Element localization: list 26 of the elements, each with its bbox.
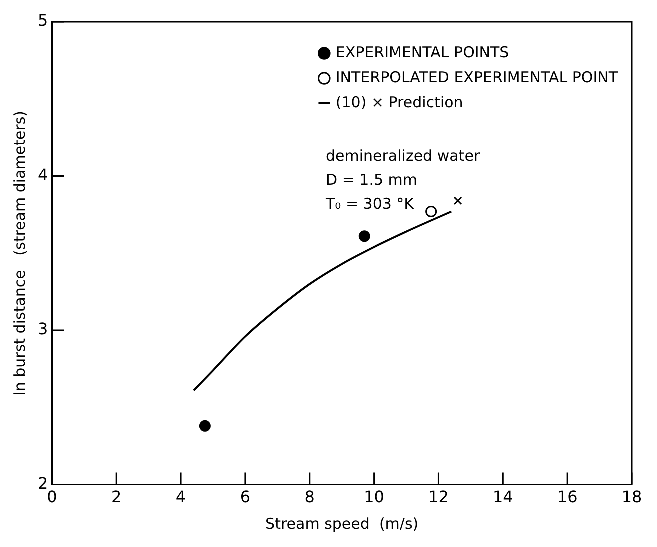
point xyxy=(199,420,211,432)
legend-label: (10) × Prediction xyxy=(336,93,464,112)
y-tick-label: 2 xyxy=(38,474,48,493)
annotation: D = 1.5 mm xyxy=(326,170,419,191)
y-tick-label: 4 xyxy=(38,165,48,184)
x-tick-label: 0 xyxy=(47,488,58,507)
x-tick-label: 2 xyxy=(112,488,122,507)
legend-label: EXPERIMENTAL POINTS xyxy=(336,43,510,62)
y-tick-label: 3 xyxy=(38,320,48,339)
annotation: T₀ = 303 °K xyxy=(326,194,416,215)
point xyxy=(426,206,438,218)
x-tick-label: 14 xyxy=(492,488,514,507)
annotation: demineralized water xyxy=(326,146,480,167)
x-tick-label: 10 xyxy=(364,488,384,507)
legend-label: INTERPOLATED EXPERIMENTAL POINT xyxy=(336,68,619,86)
point xyxy=(358,230,370,242)
x-tick-label: 12 xyxy=(428,488,449,507)
x-axis-title: Stream speed (m/s) xyxy=(266,514,419,533)
x-tick-label: 6 xyxy=(240,488,251,507)
x-tick-label: 4 xyxy=(176,488,186,507)
x-tick-label: 16 xyxy=(557,488,578,507)
x-tick-label: 18 xyxy=(622,488,642,507)
y-axis-title: ln burst distance (stream diameters) xyxy=(10,110,29,396)
y-tick-label: 5 xyxy=(38,11,48,30)
x-tick-label: 8 xyxy=(304,488,315,507)
point xyxy=(454,196,462,206)
